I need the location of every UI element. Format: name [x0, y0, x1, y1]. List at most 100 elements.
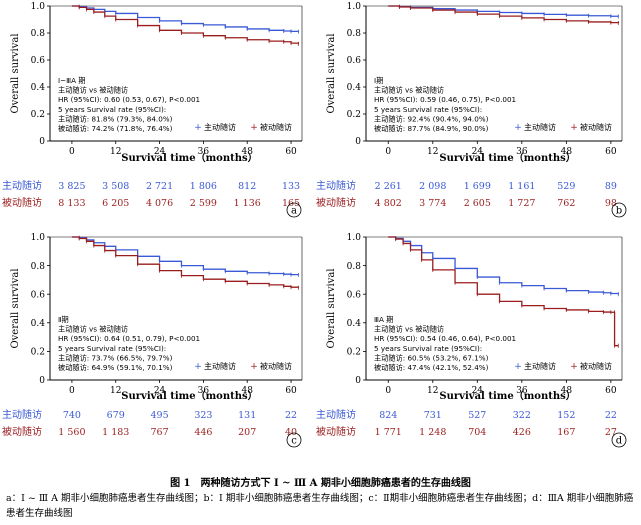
x-tick-label: 24: [154, 386, 166, 396]
x-tick-label: 60: [605, 386, 617, 396]
risk-table-row-label: 主动随访: [316, 408, 356, 421]
y-tick-label: 0.4: [347, 319, 362, 329]
legend-label-passive: 被动随访: [580, 361, 612, 371]
annotation-line: HR (95%CI): 0.64 (0.51, 0.79), P<0.001: [58, 334, 200, 343]
legend-marker-passive: +: [250, 123, 258, 133]
x-tick-label: 36: [516, 147, 528, 157]
survival-line-active: [71, 5, 299, 33]
x-tick-label: 36: [198, 147, 210, 157]
y-tick-label: 0.4: [31, 319, 46, 329]
annotation-line: 被动随访: 47.4% (42.1%, 52.4%): [374, 363, 489, 372]
legend-label-passive: 被动随访: [260, 361, 292, 371]
risk-table-row-label: 主动随访: [2, 408, 42, 421]
y-tick-label: 0.2: [347, 110, 361, 120]
x-tick-label: 48: [241, 386, 253, 396]
annotation-line: 被动随访: 87.7% (84.9%, 90.0%): [374, 124, 489, 133]
legend-marker-active: +: [514, 123, 522, 133]
x-tick-label: 12: [110, 147, 121, 157]
legend-label-active: 主动随访: [524, 361, 556, 371]
risk-table-value: 812: [238, 181, 256, 192]
risk-table-value: 322: [513, 410, 531, 421]
panel-label: a: [291, 206, 297, 217]
risk-table-value: 731: [424, 410, 442, 421]
risk-table-value: 527: [468, 410, 486, 421]
x-axis-label: Survival time（months）: [121, 151, 257, 164]
risk-table-value: 3 774: [419, 198, 446, 209]
y-axis-label: Overall survival: [326, 268, 337, 348]
risk-table-value: 767: [150, 427, 168, 438]
x-tick-label: 24: [154, 147, 166, 157]
panel-label: d: [616, 436, 623, 447]
panel-label: b: [616, 206, 622, 217]
annotation-line: 被动随访: 74.2% (71.8%, 76.4%): [58, 124, 173, 133]
risk-table-value: 495: [150, 410, 168, 421]
x-tick-label: 36: [516, 386, 528, 396]
y-axis-label: Overall survival: [326, 33, 337, 113]
y-tick-label: 0.8: [347, 262, 362, 272]
y-tick-label: 0.8: [31, 262, 46, 272]
risk-table-value: 704: [468, 427, 486, 438]
risk-table-value: 131: [238, 410, 256, 421]
legend-label-passive: 被动随访: [260, 122, 292, 132]
legend-marker-active: +: [194, 123, 202, 133]
risk-table-value: 1 248: [419, 427, 446, 438]
annotation-line: ⅢA 期: [374, 315, 393, 324]
legend-label-active: 主动随访: [204, 361, 236, 371]
annotation-line: Ⅰ~ⅢA 期: [58, 76, 86, 85]
y-tick-label: 0.6: [31, 290, 46, 300]
panel-label-circle: [611, 432, 627, 448]
x-tick-label: 60: [605, 147, 617, 157]
panel-label-circle: [286, 432, 302, 448]
y-tick-label: 0.8: [31, 29, 46, 39]
risk-table-row-label: 被动随访: [316, 196, 356, 209]
risk-table-value: 323: [194, 410, 212, 421]
annotation-line: 主动随访 vs 被动随访: [374, 325, 444, 334]
survival-line-active: [71, 236, 299, 276]
legend-label-active: 主动随访: [204, 122, 236, 132]
y-tick-label: 0.4: [31, 83, 46, 93]
legend-marker-passive: +: [250, 362, 258, 372]
annotation-line: 主动随访 vs 被动随访: [58, 325, 128, 334]
chart-panel-c: 0 0.2 0.4 0.6 0.8 1.0 0 12 24 36 48 60 Overall survi…: [2, 233, 303, 448]
annotation-line: 主动随访: 81.8% (79.3%, 84.0%): [58, 114, 173, 123]
risk-table-value: 4 076: [146, 198, 173, 209]
annotation-line: 主动随访: 92.4% (90.4%, 94.0%): [374, 114, 489, 123]
y-tick-label: 1.0: [347, 2, 362, 12]
legend-marker-passive: +: [570, 362, 578, 372]
risk-table-value: 2 261: [375, 181, 402, 192]
annotation-line: 被动随访: 64.9% (59.1%, 70.1%): [58, 363, 173, 372]
risk-table-value: 3 508: [102, 181, 129, 192]
risk-table-row-label: 被动随访: [2, 425, 42, 438]
x-tick-label: 48: [561, 386, 573, 396]
y-tick-label: 0.2: [347, 348, 361, 358]
x-axis-label: Survival time（months）: [439, 389, 575, 402]
y-tick-label: 0.6: [347, 56, 362, 66]
figure-caption-title: 图 1 两种随访方式下 Ⅰ ~ Ⅲ A 期非小细胞肺癌患者的生存曲线图: [170, 478, 471, 489]
risk-table-value: 98: [605, 198, 617, 209]
panel-label-circle: [286, 202, 302, 218]
x-axis-label: Survival time（months）: [121, 389, 257, 402]
y-tick-label: 0.2: [31, 348, 45, 358]
legend-marker-active: +: [194, 362, 202, 372]
risk-table-value: 1 161: [508, 181, 535, 192]
y-tick-label: 0.6: [31, 56, 46, 66]
x-tick-label: 0: [385, 386, 391, 396]
risk-table-value: 740: [63, 410, 81, 421]
risk-table-value: 89: [605, 181, 617, 192]
x-tick-label: 24: [472, 147, 484, 157]
y-tick-label: 1.0: [31, 233, 46, 243]
survival-line-passive: [71, 236, 299, 288]
y-tick-label: 0.2: [31, 110, 45, 120]
annotation-line: 主动随访 vs 被动随访: [58, 86, 128, 95]
risk-table-value: 152: [557, 410, 575, 421]
risk-table-value: 40: [285, 427, 297, 438]
x-tick-label: 24: [472, 386, 484, 396]
y-tick-label: 0.4: [347, 83, 362, 93]
risk-table-value: 1 183: [102, 427, 129, 438]
chart-panel-a: 0 0.2 0.4 0.6 0.8 1.0 0 12 24 36 48 60 Overall survi…: [2, 2, 303, 218]
risk-table-value: 2 605: [464, 198, 491, 209]
risk-table-value: 762: [557, 198, 575, 209]
annotation-line: HR (95%CI): 0.60 (0.53, 0.67), P<0.001: [58, 95, 200, 104]
legend-label-passive: 被动随访: [580, 122, 612, 132]
